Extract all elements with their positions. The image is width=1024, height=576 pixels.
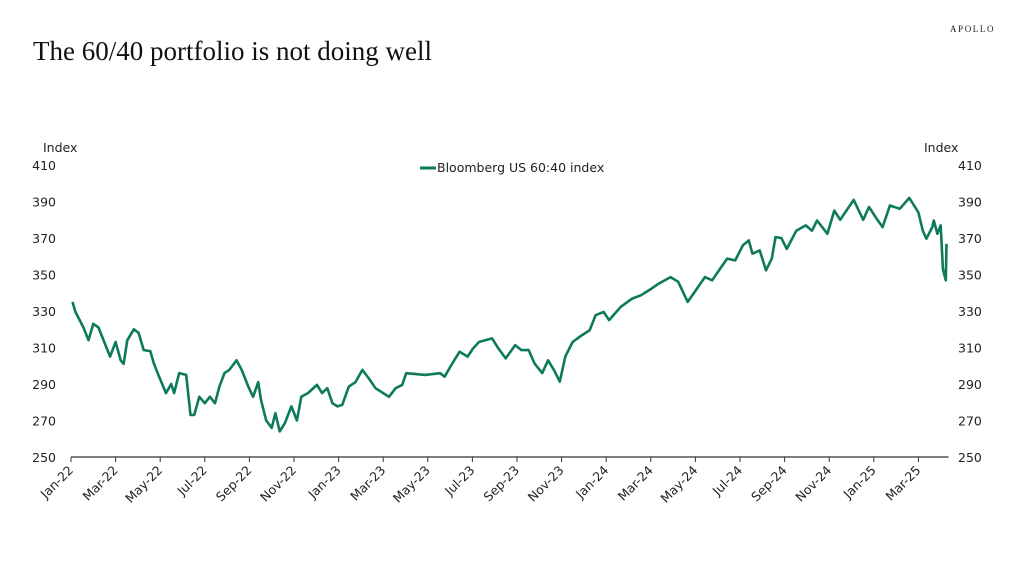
x-tick-label: Sep-24 [748,462,790,504]
y-tick-label-left: 370 [32,231,56,246]
legend: Bloomberg US 60:40 index [420,160,604,175]
x-tick-label: Mar-24 [615,462,656,503]
y-tick-label-left: 310 [32,341,56,356]
y-axis-right: 250 270 290 310 330 350 370 390 410 [958,158,982,465]
x-tick-label: Jan-24 [572,462,611,501]
y-tick-label-left: 330 [32,304,56,319]
x-tick-label: May-23 [390,463,433,506]
legend-label: Bloomberg US 60:40 index [437,160,604,175]
x-tick-label: Mar-23 [347,463,388,504]
y-tick-label-left: 350 [32,268,56,283]
series-line-bloomberg-60-40 [71,196,948,433]
x-tick-label: Mar-25 [882,463,923,504]
y-tick-label-right: 350 [958,268,982,283]
y-tick-label-right: 370 [958,231,982,246]
x-tick-label: Nov-22 [257,463,299,505]
page-title: The 60/40 portfolio is not doing well [33,36,432,66]
x-tick-label: Jan-22 [37,463,76,502]
y-tick-label-left: 390 [32,195,56,210]
y-tick-label-left: 290 [32,377,56,392]
y-tick-label-left: 270 [32,414,56,429]
y-axis-title-right: Index [924,140,958,155]
x-tick-label: May-22 [122,463,165,506]
y-tick-label-left: 410 [32,158,56,173]
x-tick-label: Jan-25 [840,463,879,502]
x-axis: Jan-22 Mar-22 May-22 Jul-22 Sep-22 Nov-22 Jan-… [37,456,949,506]
x-tick-label: Nov-23 [525,463,567,505]
x-tick-label: Sep-22 [213,463,255,505]
x-tick-label: Mar-22 [80,463,121,504]
x-tick-label: May-24 [657,462,700,505]
y-tick-label-right: 310 [958,341,982,356]
y-tick-label-right: 330 [958,304,982,319]
y-tick-label-right: 410 [958,158,982,173]
brand-logo: APOLLO [950,24,996,34]
y-tick-label-right: 390 [958,195,982,210]
x-tick-label: Nov-24 [792,462,834,504]
y-tick-label-right: 250 [958,450,982,465]
y-tick-label-right: 290 [958,377,982,392]
y-tick-label-right: 270 [958,414,982,429]
y-tick-label-left: 250 [32,450,56,465]
y-axis-title-left: Index [43,140,77,155]
x-tick-label: Jan-23 [304,463,343,502]
y-axis-left: 250 270 290 310 330 350 370 390 410 [32,158,56,465]
x-tick-label: Sep-23 [480,463,522,505]
x-tick-label: Jul-22 [174,463,210,499]
x-tick-label: Jul-24 [709,462,745,498]
x-tick-label: Jul-23 [441,463,477,499]
